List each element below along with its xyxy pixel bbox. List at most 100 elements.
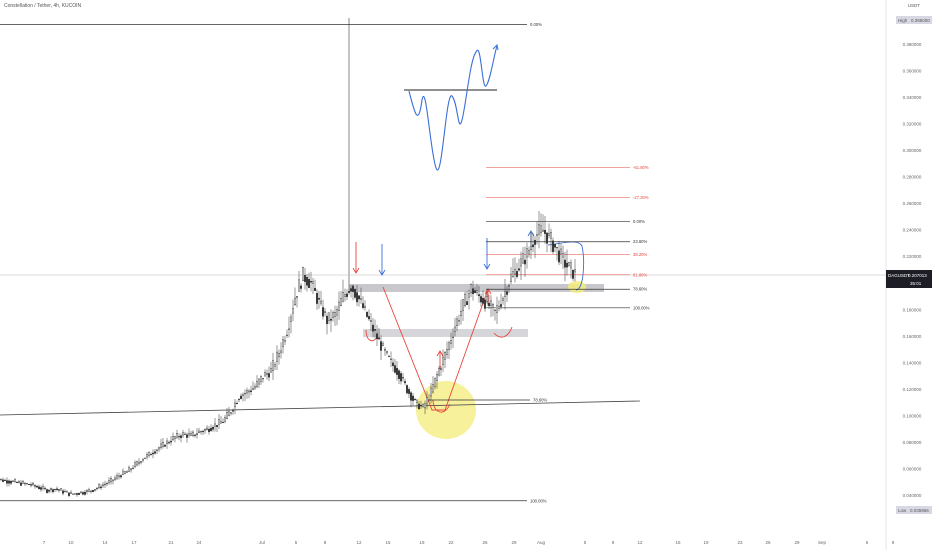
candle-body [524, 259, 527, 265]
candle-body [58, 489, 61, 491]
candle-body [546, 232, 549, 244]
candle-body [464, 293, 467, 307]
candle-body [95, 487, 98, 490]
x-tick-label: 12 [637, 540, 643, 545]
zone-lower [363, 329, 528, 337]
candle-body [129, 468, 132, 471]
candle-body [410, 392, 413, 401]
candle-body [360, 298, 363, 300]
candle-body [159, 443, 162, 448]
candle-body [442, 356, 445, 365]
candle-body [488, 302, 491, 307]
candle-body [105, 483, 108, 485]
candle-body [251, 388, 254, 390]
candle-body [63, 491, 66, 493]
candle-body [119, 475, 122, 478]
candle-body [416, 399, 419, 403]
candle-body [534, 239, 537, 245]
candle-body [322, 307, 325, 317]
candle-body [173, 436, 176, 439]
candle-body [50, 488, 53, 491]
candle-body [400, 373, 403, 382]
candle-layer [0, 211, 577, 498]
candle-body [384, 349, 387, 351]
candle-body [294, 297, 297, 306]
candle-body [292, 308, 295, 314]
candle-body [187, 433, 190, 436]
candle-body [300, 285, 303, 289]
candle-body [358, 295, 361, 300]
candle-body [247, 390, 250, 393]
candle-body [398, 370, 401, 379]
candle-body [550, 232, 553, 239]
candle-body [151, 452, 154, 455]
candle-body [16, 482, 19, 484]
fib-label: 23.60% [633, 239, 647, 244]
candle-body [7, 480, 10, 484]
x-tick-label: 8 [324, 540, 327, 545]
candle-body [97, 484, 100, 489]
current-price: 0.207013 [908, 273, 927, 278]
candle-body [243, 393, 246, 395]
candle-body [472, 288, 475, 294]
candle-body [223, 417, 226, 422]
y-tick-label: 0.320000 [903, 122, 922, 127]
candle-body [372, 324, 375, 332]
candle-body [370, 320, 373, 322]
candle-body [312, 281, 315, 284]
candle-body [215, 424, 218, 427]
y-tick-label: 0.180000 [903, 307, 922, 312]
candle-body [20, 482, 23, 486]
candle-body [77, 492, 80, 495]
fib-label: -61.80% [633, 165, 649, 170]
candle-body [570, 262, 573, 269]
candle-body [376, 333, 379, 340]
candle-body [83, 491, 86, 495]
trend-line-support [0, 400, 641, 416]
fib-label: -27.20% [633, 195, 649, 200]
candle-body [276, 351, 279, 362]
candle-body [3, 480, 6, 482]
candle-body [137, 461, 140, 464]
candle-body [508, 285, 511, 287]
candle-body [103, 483, 106, 486]
x-tick-label: 21 [168, 540, 174, 545]
candle-body [42, 486, 45, 489]
candle-body [169, 440, 172, 443]
candle-body [434, 377, 437, 387]
candle-body [253, 386, 256, 389]
candle-body [432, 384, 435, 393]
candle-body [446, 349, 449, 355]
candle-body [510, 273, 513, 282]
candle-body [530, 245, 533, 250]
candle-body [229, 412, 232, 414]
candle-body [209, 427, 212, 432]
candle-body [438, 368, 441, 376]
candle-body [145, 454, 148, 458]
candle-body [486, 296, 489, 302]
fib-layer: 0.00% 100.00% 78.60% -61.80% -27.20% 0.00% 23.… [0, 22, 650, 503]
candle-body [213, 423, 216, 427]
candle-body [107, 480, 110, 484]
candle-body [181, 432, 184, 436]
x-tick-label: 6 [866, 540, 869, 545]
candle-body [480, 296, 483, 303]
candle-body [482, 297, 485, 304]
x-tick-label: Aug [537, 540, 546, 545]
candle-body [350, 288, 353, 292]
candle-body [207, 428, 210, 433]
x-tick-label: 7 [43, 540, 46, 545]
candle-body [147, 451, 150, 456]
candle-body [420, 405, 423, 407]
y-tick-label: 0.380000 [903, 42, 922, 47]
candle-body [87, 489, 90, 492]
candle-body [452, 336, 455, 338]
candle-body [424, 403, 427, 409]
x-tick-label: 26 [482, 540, 488, 545]
candle-body [572, 269, 575, 279]
candle-body [484, 299, 487, 309]
x-tick-label: 24 [196, 540, 202, 545]
candle-body [38, 486, 41, 490]
